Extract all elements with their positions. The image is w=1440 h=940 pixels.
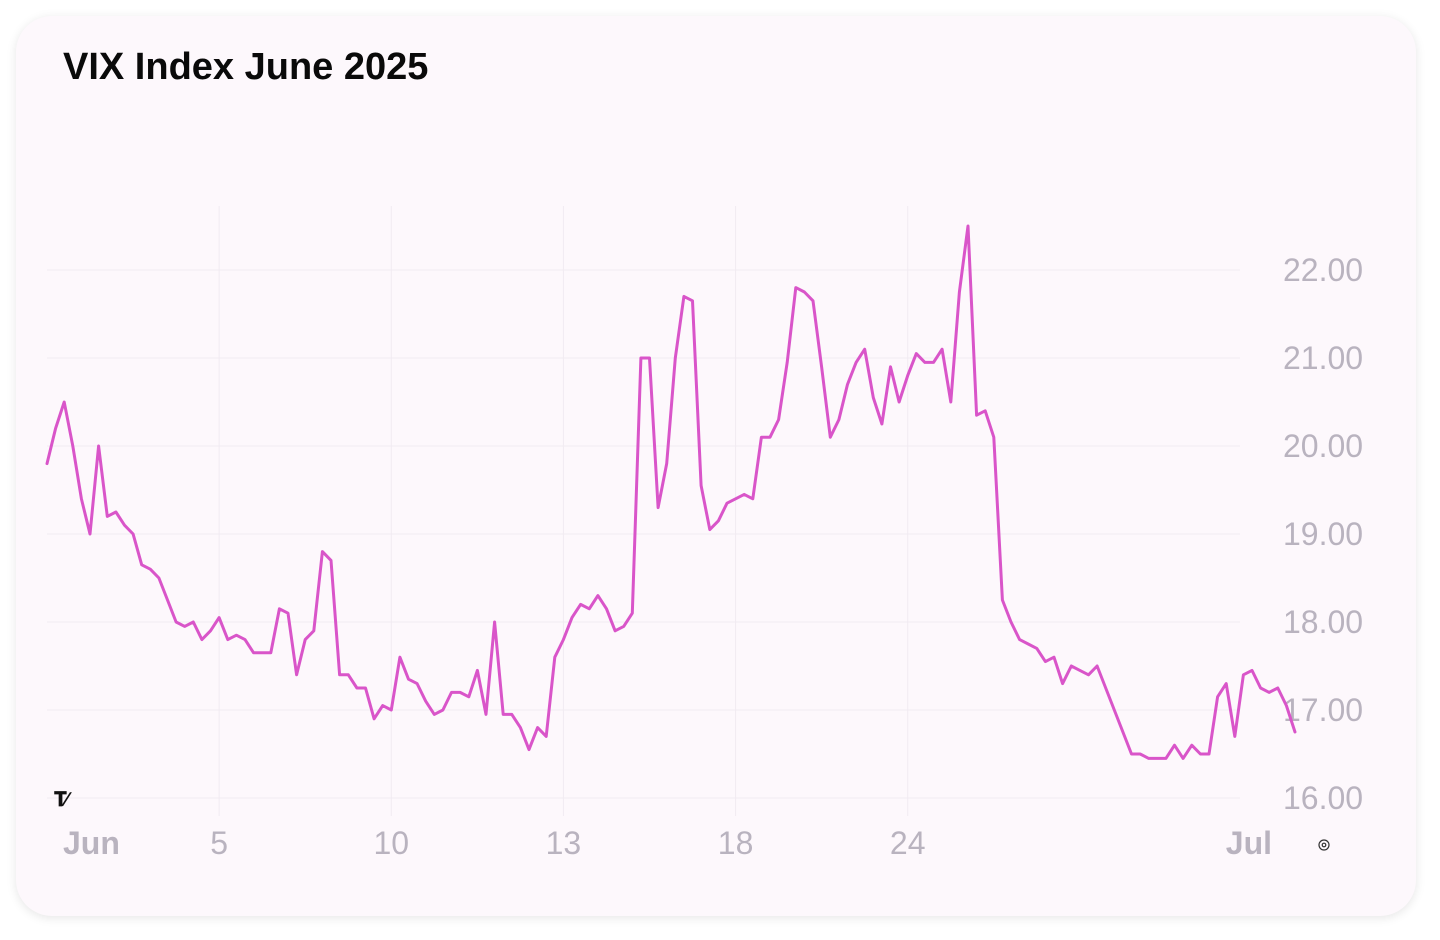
y-axis: 22.00 21.00 20.00 19.00 18.00 17.00 16.00	[1283, 252, 1363, 816]
x-axis: Jun 5 10 13 18 24 Jul	[63, 825, 1272, 861]
y-tick-label: 16.00	[1283, 780, 1363, 816]
x-tick-label: 24	[890, 825, 926, 861]
grid	[47, 206, 1240, 816]
y-tick-label: 20.00	[1283, 428, 1363, 464]
x-tick-label: 13	[546, 825, 582, 861]
gear-icon[interactable]	[1317, 838, 1331, 852]
line-chart: 22.00 21.00 20.00 19.00 18.00 17.00 16.00 Jun 5…	[45, 206, 1363, 861]
tradingview-logo-icon: 𝐓∕	[54, 789, 68, 811]
x-tick-label: 18	[718, 825, 754, 861]
x-tick-label: 10	[373, 825, 409, 861]
y-tick-label: 21.00	[1283, 340, 1363, 376]
series-line-vix	[45, 224, 1297, 760]
x-tick-label: Jun	[63, 825, 120, 861]
y-tick-label: 19.00	[1283, 516, 1363, 552]
y-tick-label: 22.00	[1283, 252, 1363, 288]
series	[45, 224, 1297, 760]
chart-title: VIX Index June 2025	[63, 46, 429, 88]
x-tick-label: Jul	[1226, 825, 1272, 861]
x-tick-label: 5	[210, 825, 228, 861]
y-tick-label: 18.00	[1283, 604, 1363, 640]
chart-card: VIX Index June 2025 22.00 21.00 20.00 19.00…	[16, 16, 1416, 916]
y-tick-label: 17.00	[1283, 692, 1363, 728]
